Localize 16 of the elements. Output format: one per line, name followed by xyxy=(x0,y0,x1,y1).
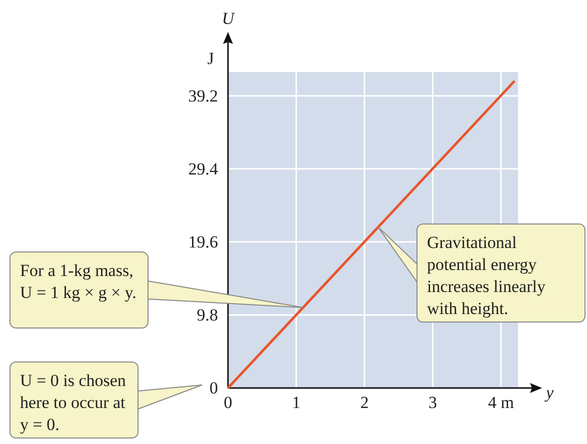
x-tick-label: 3 xyxy=(428,393,437,412)
y-tick-label: 19.6 xyxy=(188,232,218,252)
y-tick-label: 39.2 xyxy=(188,86,218,106)
y-axis-title: U xyxy=(222,9,236,28)
x-tick-label: 2 xyxy=(360,393,369,412)
x-tick-label: 1 xyxy=(292,393,300,412)
text: U = 0 is chosen here to occur at y = 0. xyxy=(20,371,126,434)
annotation: Gravitational potential energy increases linearly with height. xyxy=(427,233,546,318)
annotation: For a 1-kg mass, U = 1 kg × g × y. xyxy=(20,261,136,302)
x-axis-title: y xyxy=(544,383,554,402)
y-tick-label: 29.4 xyxy=(188,159,218,178)
y-tick-label: 0 xyxy=(210,378,218,398)
x-tick-label: 0 xyxy=(224,393,232,412)
text: J xyxy=(207,49,214,68)
y-tick-label: 9.8 xyxy=(196,305,218,324)
x-tick-label: 4 m xyxy=(488,393,514,412)
